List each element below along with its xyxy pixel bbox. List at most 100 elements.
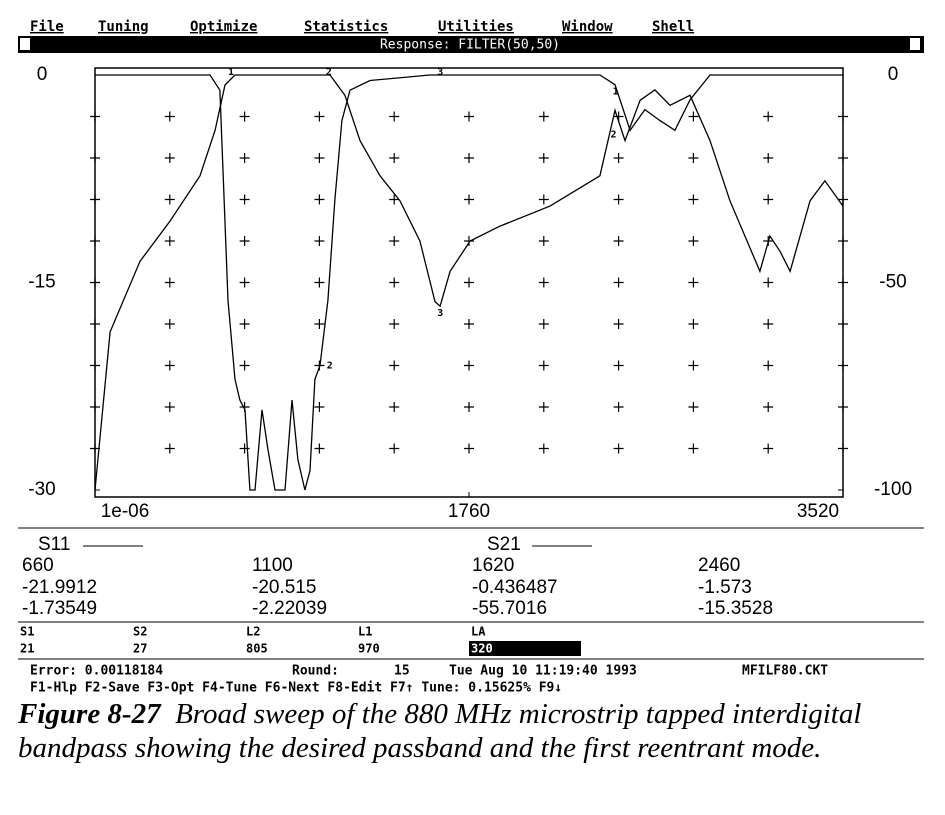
grid-cross — [464, 236, 474, 246]
readout-value: 660 — [22, 555, 54, 576]
y-tick-label: -15 — [28, 272, 55, 293]
grid-cross — [90, 111, 100, 122]
grid-cross — [164, 111, 175, 122]
grid-cross — [613, 194, 624, 205]
x-tick-label: 1e-06 — [101, 501, 150, 522]
readout-value: -2.22039 — [252, 598, 327, 619]
grid-cross — [389, 360, 400, 371]
menu-item[interactable]: File — [30, 19, 64, 35]
grid-cross — [838, 319, 848, 329]
grid-cross — [389, 277, 400, 288]
grid-cross — [538, 236, 549, 246]
param-highlight — [469, 641, 581, 656]
grid-cross — [688, 236, 699, 246]
param-name: L2 — [246, 625, 260, 639]
grid-cross — [538, 194, 549, 205]
param-value[interactable]: 27 — [133, 642, 147, 656]
readout-value: -20.515 — [252, 577, 316, 598]
figure-caption: Figure 8-27 Broad sweep of the 880 MHz m… — [18, 697, 933, 765]
grid-cross — [239, 277, 250, 288]
grid-cross — [538, 277, 549, 288]
grid-cross — [389, 319, 400, 329]
grid-cross — [688, 319, 699, 329]
grid-cross — [314, 443, 325, 454]
grid-cross — [763, 194, 774, 205]
grid-cross — [613, 236, 624, 246]
maximize-box[interactable] — [910, 38, 920, 50]
grid-cross — [613, 319, 624, 329]
menu-item[interactable]: Utilities — [438, 19, 514, 35]
param-name: L1 — [358, 625, 372, 639]
status-text: Tue Aug 10 11:19:40 1993 — [449, 664, 637, 679]
menu-item[interactable]: Optimize — [190, 19, 257, 35]
readout-value: 2460 — [698, 555, 740, 576]
grid-cross — [239, 236, 250, 246]
grid-cross — [314, 153, 325, 163]
grid-cross — [90, 153, 100, 163]
grid-cross — [464, 111, 474, 122]
legend-label: S21 — [487, 534, 521, 555]
grid-cross — [613, 402, 624, 412]
grid-cross — [688, 402, 699, 412]
grid-cross — [164, 402, 175, 412]
grid-cross — [164, 319, 175, 329]
param-value[interactable]: 970 — [358, 642, 380, 656]
grid-cross — [538, 153, 549, 163]
app-window: Response: FILTER(50,50) File Tuning Optimi… — [18, 19, 924, 696]
grid-cross — [613, 277, 624, 288]
param-value[interactable]: 805 — [246, 642, 268, 656]
grid-cross — [688, 360, 699, 371]
param-name: S1 — [20, 625, 34, 639]
param-value[interactable]: 320 — [471, 642, 493, 656]
grid-cross — [688, 277, 699, 288]
grid-cross — [164, 277, 175, 288]
legend-label: S11 — [38, 534, 70, 555]
y-tick-label: 0 — [37, 64, 48, 85]
grid-cross — [90, 360, 100, 371]
readout-value: 1620 — [472, 555, 514, 576]
menu-item[interactable]: Statistics — [304, 19, 388, 35]
grid-cross — [90, 319, 100, 329]
grid-cross — [164, 194, 175, 205]
grid-cross — [314, 236, 325, 246]
grid-cross — [763, 277, 774, 288]
grid-cross — [90, 402, 100, 412]
readout-value: -1.573 — [698, 577, 752, 598]
grid-cross — [389, 443, 400, 454]
grid-cross — [838, 111, 848, 122]
series-line — [94, 74, 844, 491]
window-title: Response: FILTER(50,50) — [380, 38, 560, 53]
grid-cross — [164, 236, 175, 246]
close-box[interactable] — [20, 38, 30, 50]
grid-cross — [389, 111, 400, 122]
grid-cross — [239, 153, 250, 163]
grid-cross — [538, 443, 549, 454]
function-keys: F1-Hlp F2-Save F3-Opt F4-Tune F6-Next F8… — [30, 681, 562, 696]
readout-value: -1.73549 — [22, 598, 97, 619]
grid-cross — [538, 402, 549, 412]
menu-item[interactable]: Window — [562, 19, 613, 35]
grid-cross — [464, 319, 474, 329]
series-line — [95, 74, 843, 491]
param-value[interactable]: 21 — [20, 642, 34, 656]
menu-item[interactable]: Shell — [652, 19, 694, 35]
grid-cross — [239, 111, 250, 122]
menu-item[interactable]: Tuning — [98, 19, 149, 35]
grid-cross — [688, 153, 699, 163]
grid-cross — [688, 111, 699, 122]
param-name: S2 — [133, 625, 147, 639]
grid-cross — [763, 153, 774, 163]
grid-cross — [314, 111, 325, 122]
y2-tick-label: -50 — [879, 272, 906, 293]
grid-cross — [164, 443, 175, 454]
grid-cross — [314, 319, 325, 329]
x-tick-label: 1760 — [448, 501, 490, 522]
grid-cross — [763, 111, 774, 122]
grid-cross — [464, 402, 474, 412]
y2-tick-label: -100 — [874, 479, 912, 500]
grid-cross — [164, 153, 175, 163]
grid-cross — [763, 319, 774, 329]
caption-label: Figure 8-27 — [18, 698, 161, 730]
marker-label: 1 — [613, 87, 619, 98]
grid-cross — [90, 277, 100, 288]
